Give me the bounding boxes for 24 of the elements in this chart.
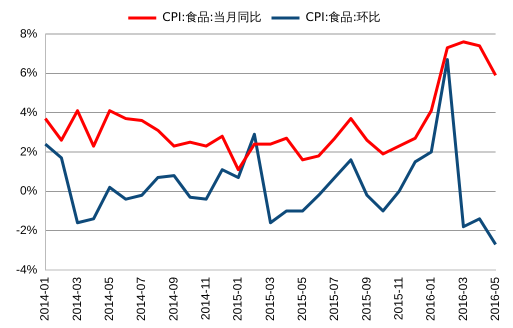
x-tick-label: 2014-01: [38, 276, 52, 322]
x-tick-label: 2015-03: [262, 276, 277, 322]
x-tick-label: 2016-03: [456, 276, 470, 322]
x-tick-label: 2016-05: [488, 276, 502, 322]
y-tick-label: 4%: [20, 104, 38, 119]
y-tick-label: 8%: [20, 26, 38, 40]
y-tick-label: -4%: [16, 262, 38, 276]
y-tick-label: 0%: [20, 184, 38, 198]
y-tick-label: -2%: [16, 222, 38, 237]
x-tick-label: 2014-09: [166, 276, 180, 322]
legend-label: CPI:食品:环比: [306, 10, 381, 24]
x-tick-label: 2014-07: [134, 276, 148, 322]
x-tick-label: 2015-09: [359, 276, 374, 322]
x-tick-label: 2015-01: [230, 276, 245, 322]
x-tick-label: 2014-05: [102, 276, 116, 322]
x-tick-label: 2015-07: [327, 276, 342, 322]
legend-label: CPI:食品:当月同比: [162, 10, 262, 24]
x-tick-label: 2016-01: [424, 276, 438, 322]
y-tick-label: 2%: [20, 144, 38, 158]
x-tick-label: 2014-03: [70, 276, 84, 322]
x-tick-label: 2015-11: [391, 276, 406, 320]
y-tick-label: 6%: [20, 66, 38, 80]
x-tick-label: 2014-11: [198, 276, 212, 320]
x-tick-label: 2015-05: [294, 276, 309, 322]
